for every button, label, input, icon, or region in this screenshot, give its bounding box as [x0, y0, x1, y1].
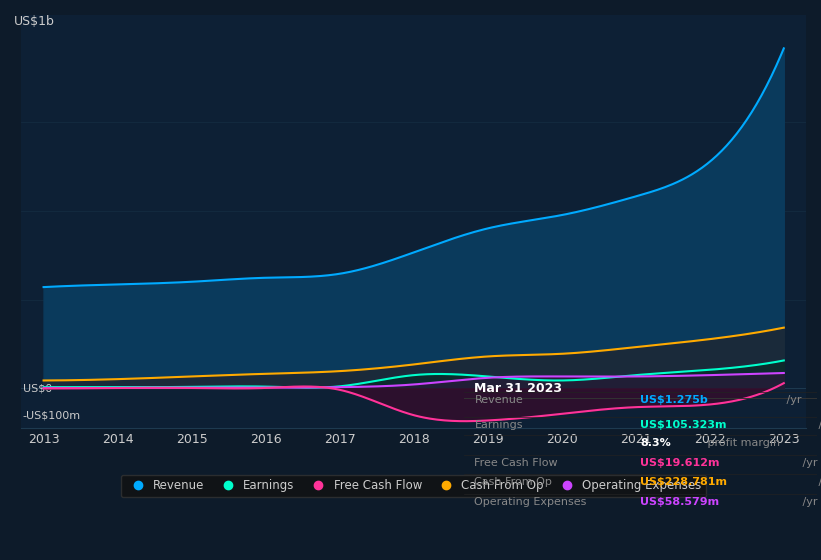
- Text: Mar 31 2023: Mar 31 2023: [475, 382, 562, 395]
- Text: /yr: /yr: [800, 458, 818, 468]
- Text: US$19.612m: US$19.612m: [640, 458, 720, 468]
- Text: Revenue: Revenue: [475, 395, 523, 405]
- Text: US$0: US$0: [23, 384, 53, 394]
- Text: US$228.781m: US$228.781m: [640, 478, 727, 488]
- Text: Earnings: Earnings: [475, 420, 523, 430]
- Text: US$1b: US$1b: [13, 15, 54, 28]
- Text: Cash From Op: Cash From Op: [475, 478, 553, 488]
- Text: US$105.323m: US$105.323m: [640, 420, 727, 430]
- Text: /yr: /yr: [800, 497, 818, 507]
- Text: profit margin: profit margin: [704, 438, 780, 448]
- Text: Free Cash Flow: Free Cash Flow: [475, 458, 558, 468]
- Text: 8.3%: 8.3%: [640, 438, 671, 448]
- Text: US$58.579m: US$58.579m: [640, 497, 719, 507]
- Text: /yr: /yr: [815, 420, 821, 430]
- Text: /yr: /yr: [783, 395, 802, 405]
- Legend: Revenue, Earnings, Free Cash Flow, Cash From Op, Operating Expenses: Revenue, Earnings, Free Cash Flow, Cash …: [121, 474, 706, 497]
- Text: Operating Expenses: Operating Expenses: [475, 497, 587, 507]
- Text: /yr: /yr: [815, 478, 821, 488]
- Text: US$1.275b: US$1.275b: [640, 395, 709, 405]
- Text: -US$100m: -US$100m: [23, 410, 81, 420]
